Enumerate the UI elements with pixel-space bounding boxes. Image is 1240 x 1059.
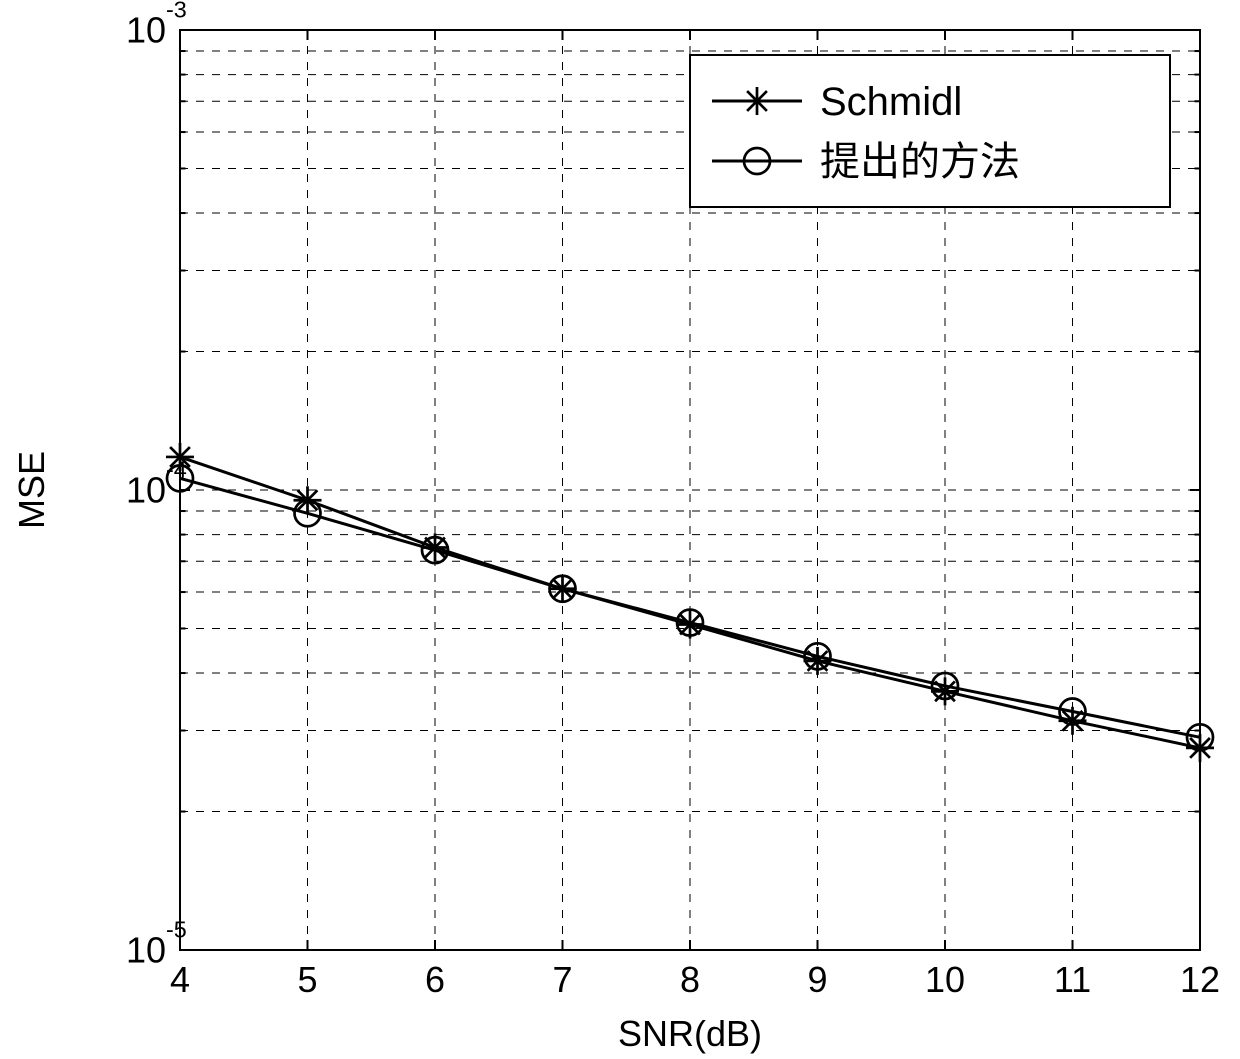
chart-container: 45678910111210-510-410-3SNR(dB)MSESchmid…	[0, 0, 1240, 1059]
asterisk-marker	[1186, 734, 1214, 762]
x-tick-label: 6	[425, 959, 445, 1000]
svg-text:10: 10	[126, 10, 166, 51]
legend-label: 提出的方法	[820, 140, 1020, 184]
asterisk-marker	[931, 677, 959, 705]
y-axis-label: MSE	[11, 451, 52, 529]
x-tick-label: 5	[297, 959, 317, 1000]
x-tick-label: 10	[925, 959, 965, 1000]
svg-text:-3: -3	[166, 0, 187, 22]
x-tick-label: 7	[552, 959, 572, 1000]
legend-label: Schmidl	[820, 80, 962, 124]
x-tick-label: 9	[807, 959, 827, 1000]
legend: Schmidl 提出的方法	[690, 55, 1170, 207]
x-tick-label: 8	[680, 959, 700, 1000]
x-tick-label: 12	[1180, 959, 1220, 1000]
x-tick-label: 11	[1054, 959, 1091, 1000]
asterisk-marker	[166, 443, 194, 471]
mse-vs-snr-chart: 45678910111210-510-410-3SNR(dB)MSESchmid…	[0, 0, 1240, 1059]
legend-marker	[743, 87, 771, 115]
svg-text:-5: -5	[166, 916, 187, 942]
svg-text:10: 10	[126, 470, 166, 511]
svg-text:10: 10	[126, 930, 166, 971]
asterisk-marker	[804, 647, 832, 675]
x-axis-label: SNR(dB)	[618, 1013, 762, 1054]
x-tick-label: 4	[170, 959, 190, 1000]
